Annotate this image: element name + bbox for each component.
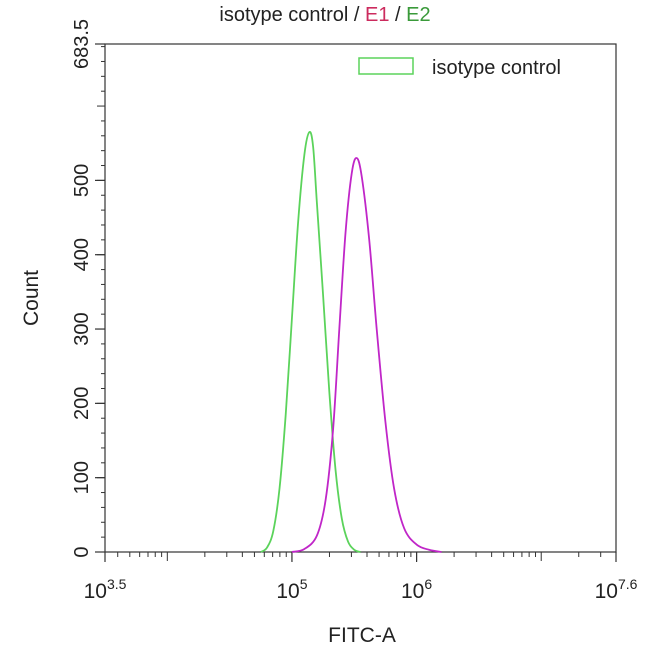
title-isotype: isotype control: [219, 4, 349, 26]
y-tick-label: 683.5: [71, 19, 93, 69]
y-tick-label: 300: [71, 312, 93, 345]
title-separator: /: [389, 4, 407, 26]
legend-label: isotype control: [432, 57, 561, 79]
e1-curve: [291, 157, 442, 553]
x-major-ticks: 103.5 105 106 107.6: [84, 552, 638, 603]
legend-swatch: [358, 57, 414, 75]
y-tick-label: 400: [71, 238, 93, 271]
chart-title: isotype control / E1 / E2: [0, 4, 650, 27]
x-tick-label: 106: [401, 576, 432, 603]
y-tick-label: 200: [71, 387, 93, 420]
x-minor-ticks: [117, 552, 602, 561]
x-axis-label: FITC-A: [328, 624, 396, 647]
legend: isotype control: [358, 57, 561, 79]
title-e2: E2: [406, 4, 431, 26]
y-tick-label: 500: [71, 164, 93, 197]
y-minor-ticks: [97, 43, 105, 553]
title-separator: /: [348, 4, 366, 26]
isotype-control-curve: [260, 130, 361, 553]
title-e1: E1: [365, 4, 390, 26]
y-tick-label: 100: [71, 461, 93, 494]
plot-frame: [104, 43, 617, 553]
y-axis-label: Count: [20, 270, 43, 326]
y-major-ticks: 0 100 200 300 400 500 683.5: [71, 19, 105, 558]
x-tick-label: 107.6: [595, 576, 638, 603]
x-tick-label: 103.5: [84, 576, 127, 603]
x-tick-label: 105: [276, 576, 307, 603]
histogram-curves: [260, 130, 442, 553]
y-tick-label: 0: [71, 546, 93, 557]
